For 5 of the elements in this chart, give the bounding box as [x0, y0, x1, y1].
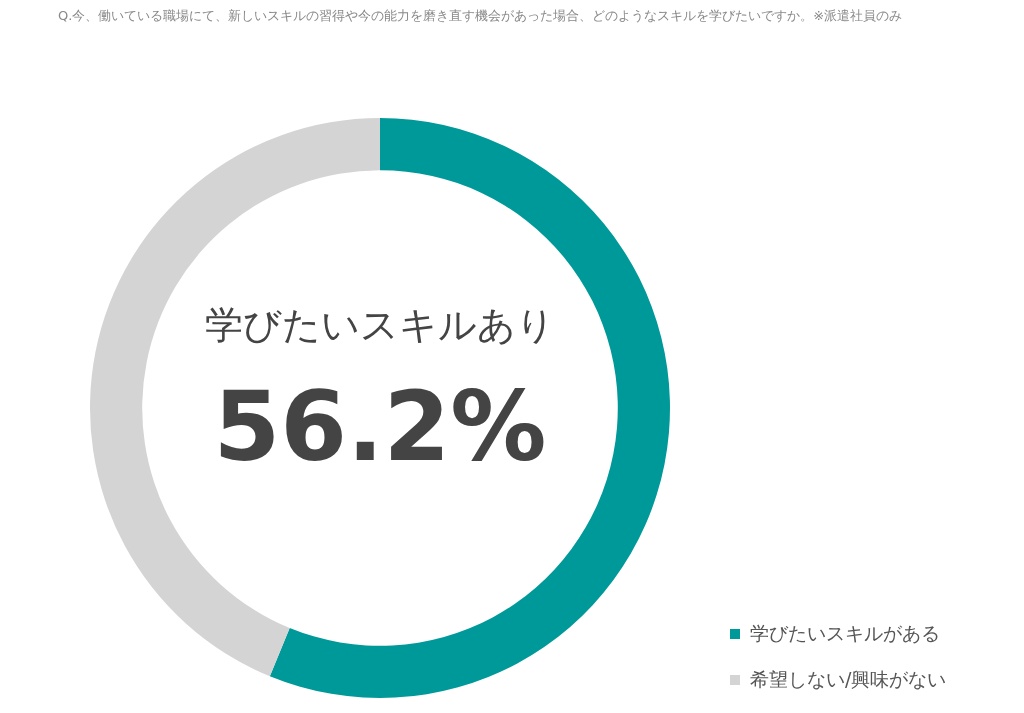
- text: 学びたいスキルあり: [204, 302, 556, 349]
- legend-label: 希望しない/興味がない: [750, 667, 947, 692]
- chart-title: Q.今、働いている職場にて、新しいスキルの習得や今の能力を磨き直す機会があった場合、どのようなスキルを学びたいですか。※派遣社員のみ: [58, 7, 904, 25]
- legend-label: 学びたいスキルがある: [750, 621, 940, 646]
- text: 56.2%: [212, 371, 548, 483]
